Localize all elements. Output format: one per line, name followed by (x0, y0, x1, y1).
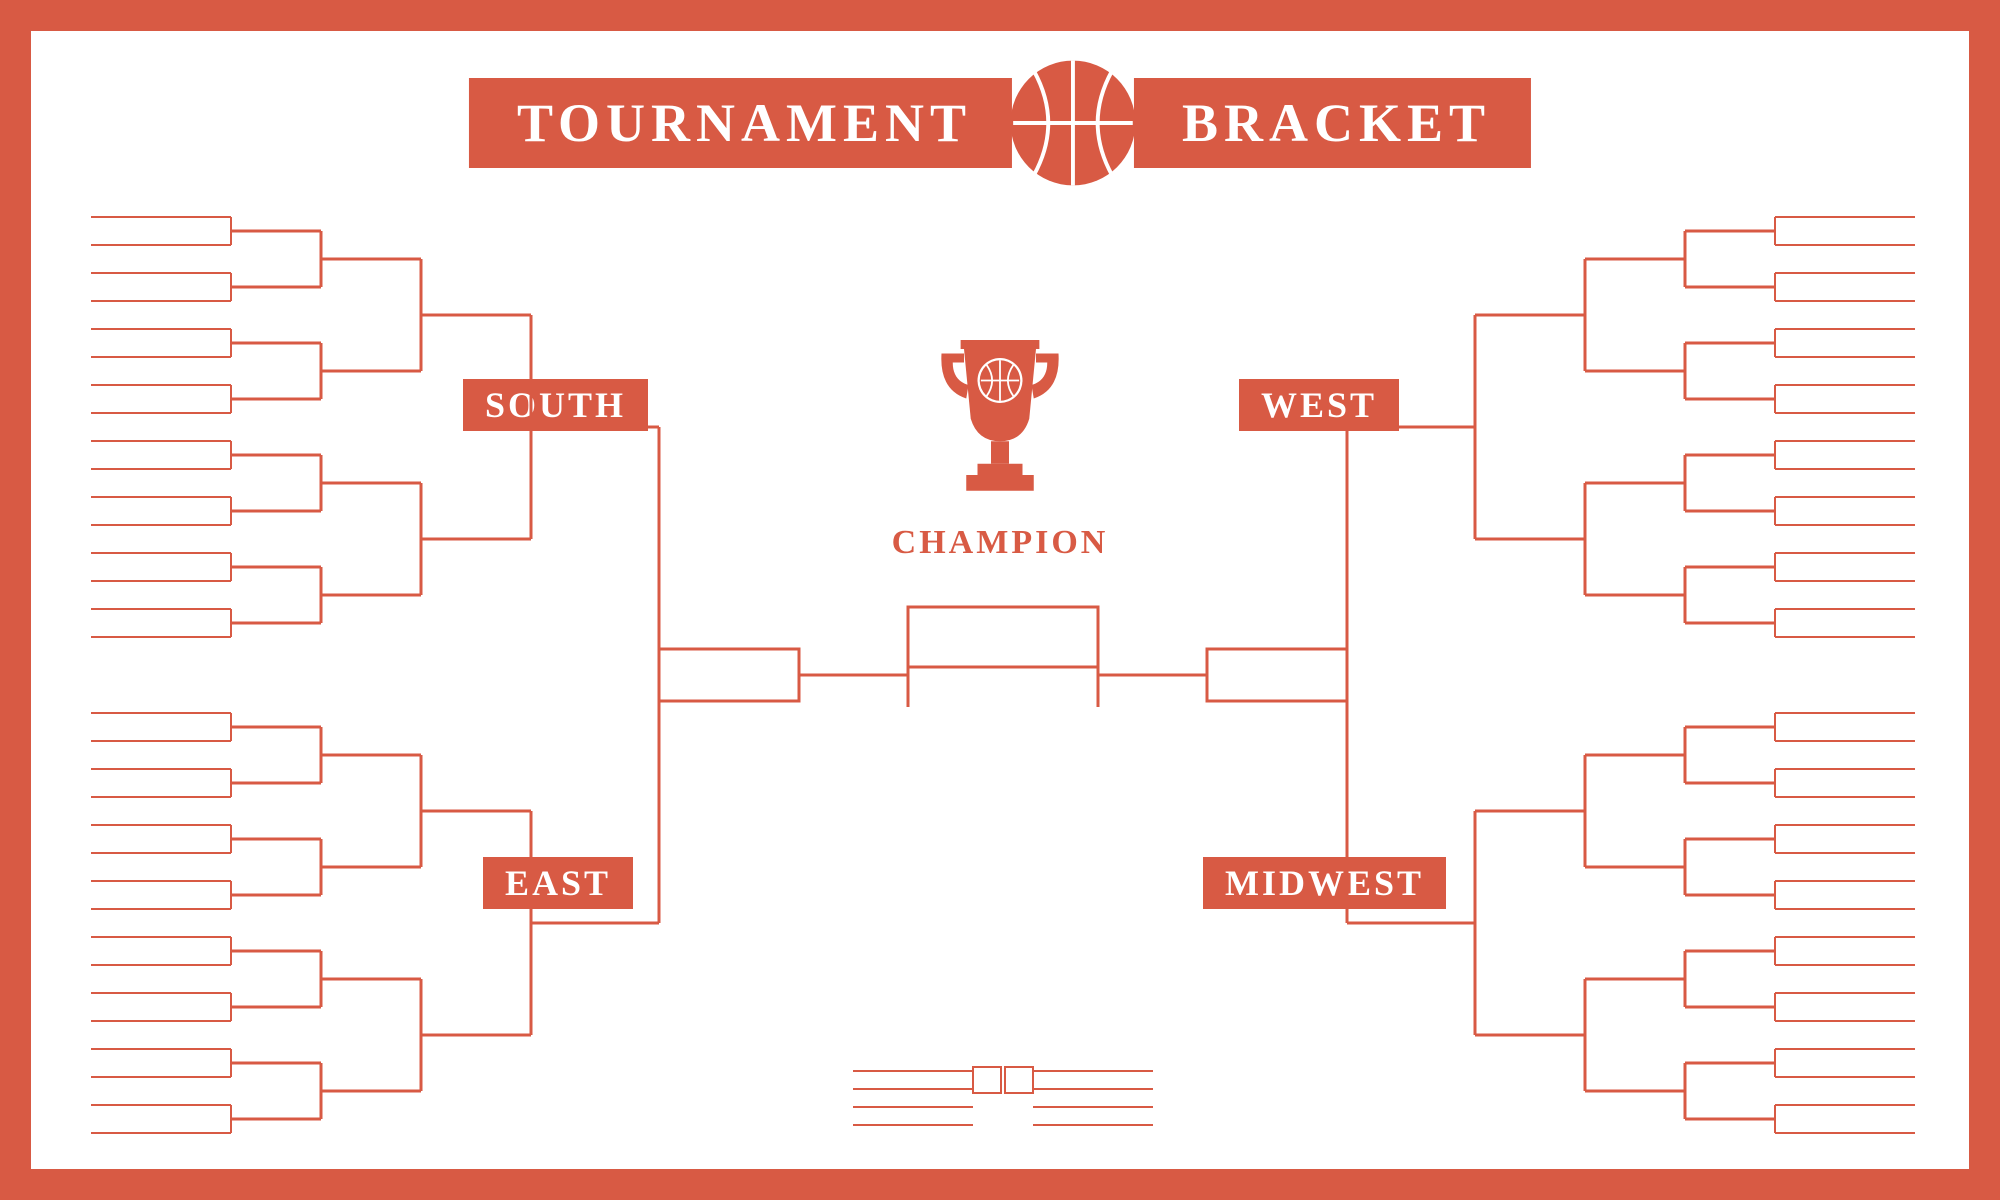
bracket-lines (31, 31, 1975, 1175)
bracket-stage: TOURNAMENT BRACKET SOUTH EAST WEST MIDWE… (31, 31, 1969, 1169)
bracket-frame: TOURNAMENT BRACKET SOUTH EAST WEST MIDWE… (28, 28, 1972, 1172)
